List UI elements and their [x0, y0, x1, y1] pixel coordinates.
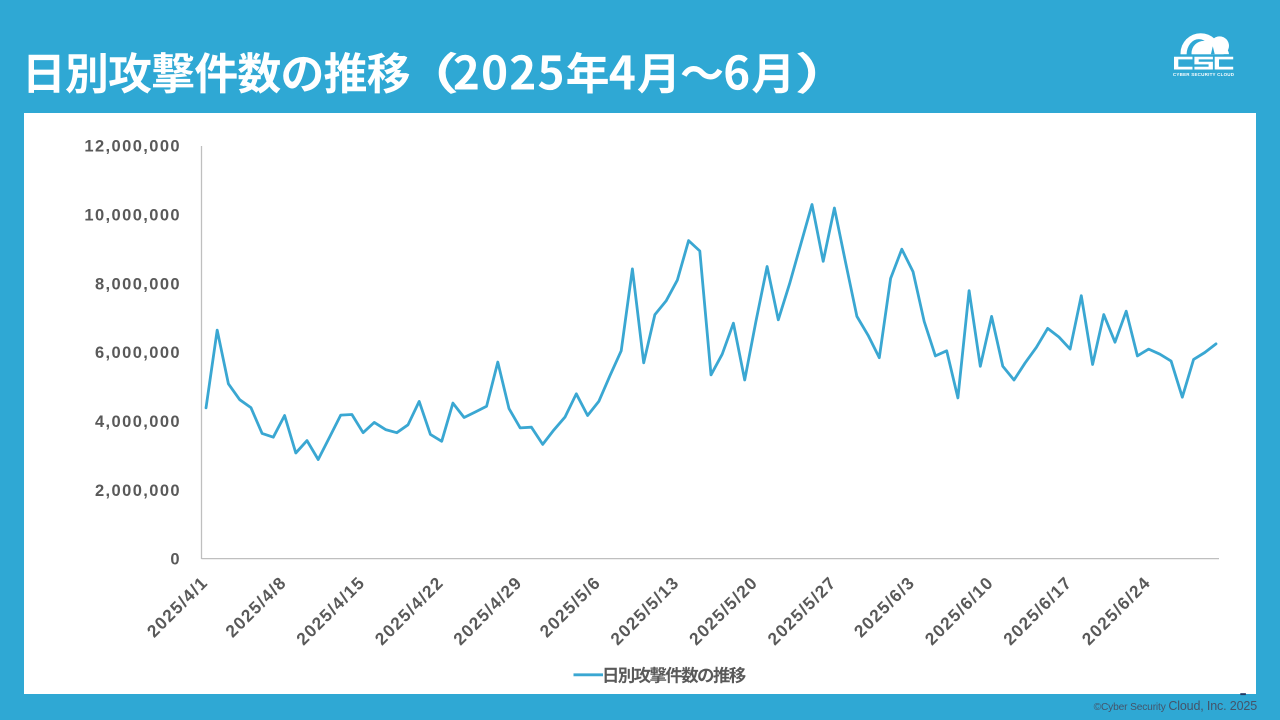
svg-text:2025/4/1: 2025/4/1 [143, 572, 212, 641]
svg-text:2025/5/13: 2025/5/13 [606, 572, 683, 649]
svg-text:10,000,000: 10,000,000 [84, 207, 181, 225]
svg-text:2025/4/22: 2025/4/22 [371, 572, 448, 649]
svg-text:2025/6/10: 2025/6/10 [921, 572, 998, 649]
svg-text:2025/6/3: 2025/6/3 [850, 572, 919, 641]
svg-text:6,000,000: 6,000,000 [95, 344, 181, 362]
svg-text:CYBER SECURITY CLOUD: CYBER SECURITY CLOUD [1173, 72, 1235, 77]
svg-text:4,000,000: 4,000,000 [95, 413, 181, 431]
svg-text:8,000,000: 8,000,000 [95, 275, 181, 293]
svg-text:2025/5/27: 2025/5/27 [763, 572, 840, 649]
svg-text:2025/6/17: 2025/6/17 [999, 572, 1076, 649]
svg-text:0: 0 [170, 551, 181, 569]
svg-text:2025/6/24: 2025/6/24 [1078, 572, 1155, 649]
svg-text:2025/4/8: 2025/4/8 [221, 572, 290, 641]
svg-text:2025/4/29: 2025/4/29 [449, 572, 526, 649]
svg-text:2025/4/15: 2025/4/15 [292, 572, 369, 649]
svg-text:2025/5/6: 2025/5/6 [536, 572, 605, 641]
svg-text:2,000,000: 2,000,000 [95, 482, 181, 500]
svg-text:2025/5/20: 2025/5/20 [685, 572, 762, 649]
svg-text:12,000,000: 12,000,000 [84, 138, 181, 156]
